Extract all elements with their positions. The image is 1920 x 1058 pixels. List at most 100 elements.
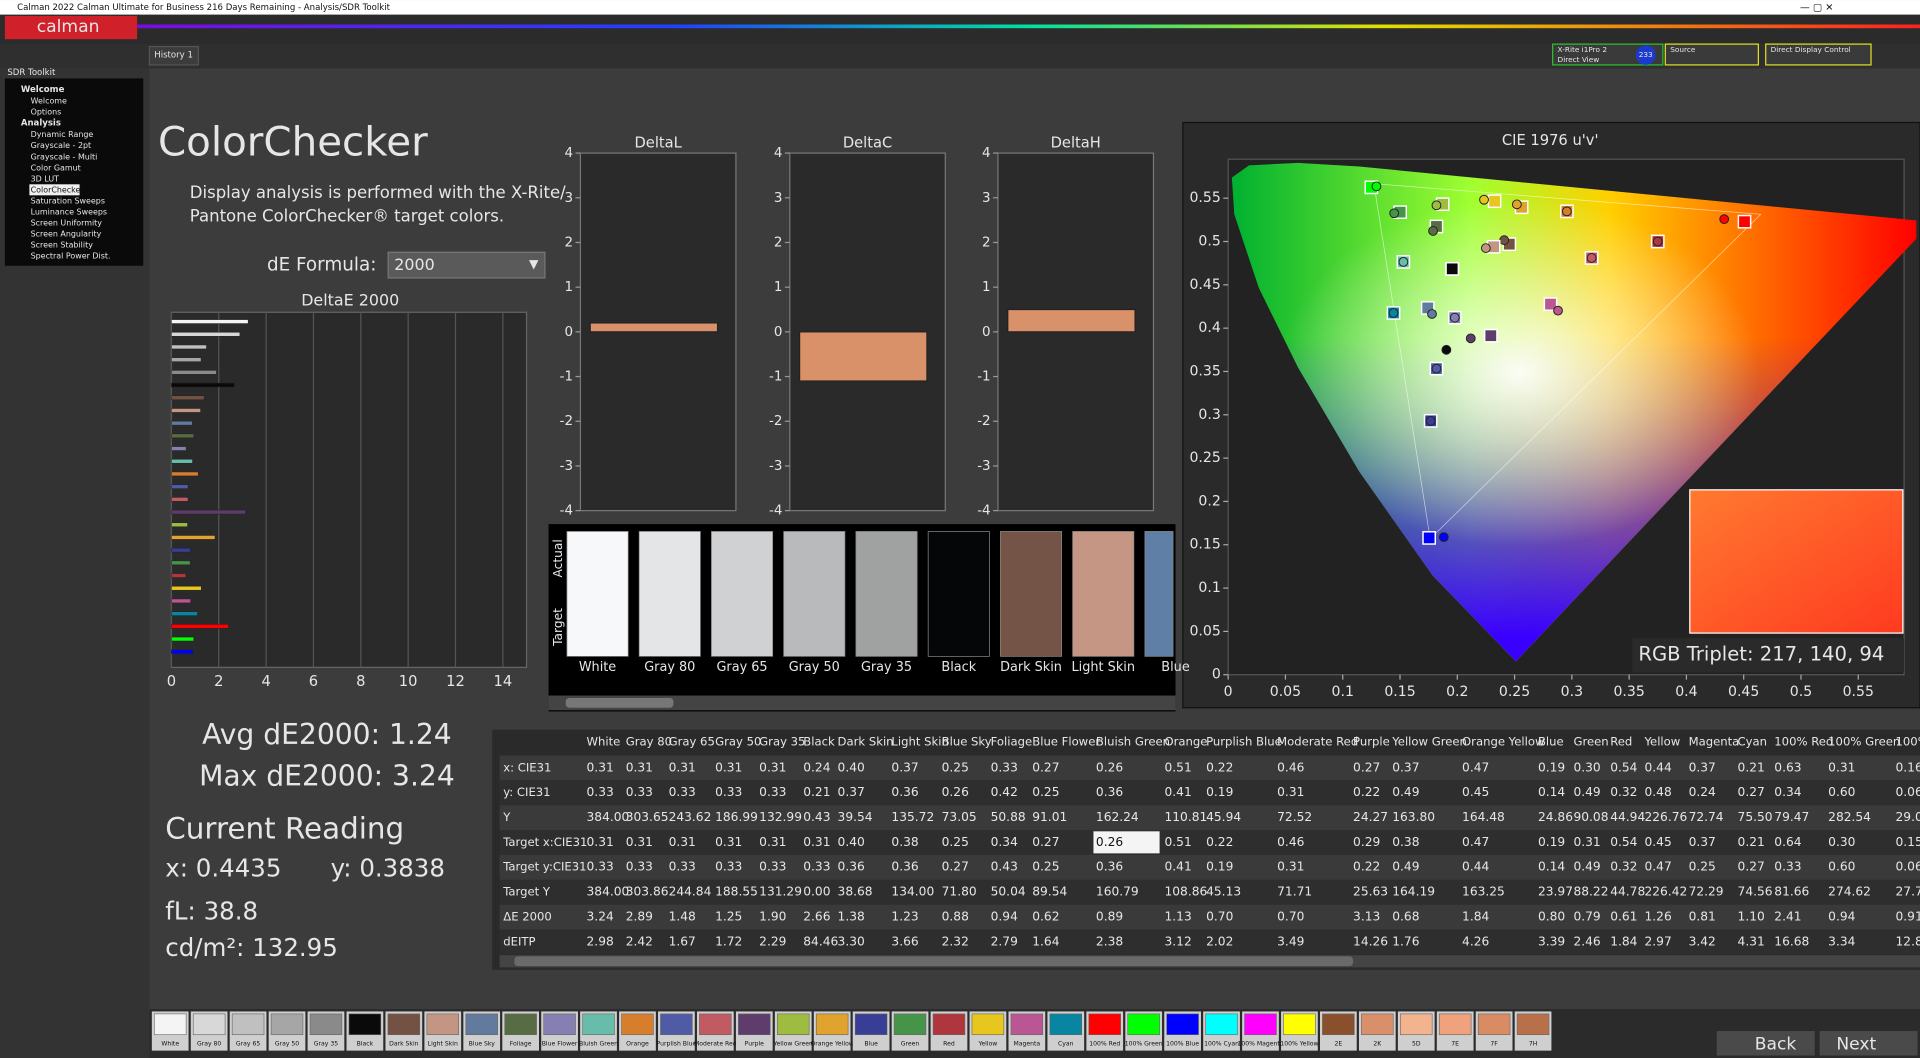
display-box[interactable] [1765,43,1872,66]
table-cell: 0.36 [891,785,918,799]
delta-bar [589,322,719,333]
table-cell: 0.47 [1462,835,1489,849]
back-button[interactable] [1716,1031,1815,1056]
table-cell: 88.22 [1573,885,1608,899]
row-label: Target y:CIE31 [502,860,586,874]
table-cell: 384.00 [587,810,630,824]
tree-item[interactable]: Welcome [31,97,67,106]
avg-de: Avg dE2000: 1.24 [202,718,452,751]
table-cell: 0.24 [803,760,830,774]
table-cell: 134.00 [891,885,934,899]
y-tick-label: 3 [774,191,783,206]
selected-cell[interactable] [1093,831,1160,854]
patch-label: 7F [1490,1040,1498,1047]
table-cell: 0.63 [1774,760,1801,774]
window-controls[interactable]: — ▢ ✕ [1800,2,1833,13]
back-label: Back [1755,1035,1797,1055]
table-cell: 0.14 [1538,785,1565,799]
y-tick-label: -4 [769,504,782,519]
patch-color [1205,1013,1238,1036]
table-cell: 0.31 [669,760,696,774]
patch-color [815,1013,849,1036]
column-header: 100% Red [1774,735,1833,749]
tree-item[interactable]: Luminance Sweeps [31,207,107,216]
next-button[interactable] [1819,1031,1918,1056]
tree-item[interactable]: Grayscale - 2pt [31,141,92,150]
swatch-scrollbar[interactable] [548,695,1176,711]
table-cell: 1.23 [891,909,918,923]
tree-item[interactable]: Screen Angularity [31,229,102,238]
device-badge [1635,45,1656,65]
x-tick-label: 2 [214,673,223,690]
x-tick-label: 0.45 [1728,684,1759,700]
table-cell: 0.34 [1774,785,1801,799]
swatch [927,531,990,657]
table-cell: 0.70 [1206,909,1233,923]
column-header: Purplish Blue [1206,735,1282,749]
patch-color [543,1013,576,1036]
y-tick-label: -1 [769,370,782,385]
column-header: Blue Sky [942,735,992,749]
actual-point [1479,194,1489,205]
table-cell: 0.88 [942,909,969,923]
patch-label: Bluish Green [579,1040,618,1047]
actual-point [1431,200,1442,211]
scroll-thumb[interactable] [514,956,1354,967]
table-cell: 0.49 [1573,860,1600,874]
table-cell: 4.31 [1738,934,1765,948]
tree-item[interactable]: Screen Uniformity [31,218,103,227]
table-cell: 0.21 [803,785,830,799]
table-cell: 0.33 [587,860,614,874]
table-cell: 1.48 [669,909,696,923]
patch-color [153,1013,187,1036]
tab[interactable] [148,45,199,66]
tree-item[interactable]: Saturation Sweeps [31,196,105,205]
patch-color [192,1013,226,1036]
table-cell: 0.38 [1392,835,1419,849]
table-cell: 0.44 [1462,860,1489,874]
table-cell: 108.86 [1164,885,1207,899]
tree-item[interactable]: Grayscale - Multi [31,152,98,161]
actual-point [1438,532,1449,543]
patch-label: Gray 80 [197,1040,221,1047]
table-cell: 0.37 [891,760,918,774]
y-tick-label: 0.2 [1198,493,1220,509]
patch-label: 2E [1334,1040,1342,1047]
tree-item[interactable]: 3D LUT [31,174,60,183]
delta-bar [798,331,928,382]
table-cell: 0.31 [626,835,653,849]
table-cell: 0.16 [1896,760,1920,774]
column-header: Yellow [1643,735,1680,749]
table-cell: 162.24 [1096,810,1139,824]
table-cell: 2.66 [803,909,830,923]
table-cell: 0.60 [1828,860,1855,874]
actual-point [1561,206,1572,217]
spectral-locus [1231,162,1917,662]
patch-color [776,1013,810,1036]
patch-color [582,1013,615,1036]
x-tick-label: 8 [356,673,365,690]
table-cell: 1.10 [1738,909,1765,923]
formula-dropdown[interactable] [387,251,546,279]
source-box[interactable] [1664,43,1759,66]
tree-item[interactable]: Color Gamut [31,163,81,172]
x-tick-label: 0.4 [1675,684,1697,700]
tree-item[interactable]: Spectral Power Dist. [31,251,111,260]
scroll-thumb[interactable] [565,697,674,708]
table-cell: 0.42 [991,785,1018,799]
tree-item[interactable]: ColorChecker [31,185,85,194]
patch-label: Purple [745,1040,765,1047]
patch-color [1283,1013,1316,1036]
tree-item[interactable]: Screen Stability [31,240,94,249]
patch-label: 100% Green [1125,1040,1163,1047]
table-cell: 3.30 [838,934,865,948]
actual-point [1389,208,1400,219]
table-cell: 0.51 [1164,760,1191,774]
table-cell: 1.25 [715,909,742,923]
logo-box[interactable] [4,15,138,40]
tree-item[interactable]: Dynamic Range [31,130,94,139]
table-cell: 0.33 [669,785,696,799]
device-box[interactable] [1552,43,1664,66]
tree-item[interactable]: Options [31,108,62,117]
